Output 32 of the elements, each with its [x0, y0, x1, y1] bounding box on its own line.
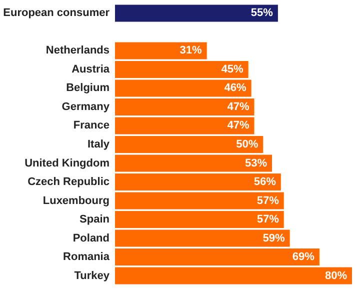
data-label: 59% [262, 232, 285, 244]
y-tick-label: European consumer [3, 7, 110, 20]
y-tick-label: Romania [63, 251, 110, 264]
data-label: 47% [227, 100, 250, 113]
data-label: 31% [180, 44, 202, 57]
y-tick-label: France [73, 120, 110, 132]
data-label: 80% [324, 270, 348, 282]
bar [115, 42, 207, 60]
y-tick-label: Poland [72, 232, 110, 244]
data-label: 45% [221, 63, 244, 76]
data-label: 50% [236, 138, 258, 150]
y-tick-label: Belgium [66, 82, 110, 94]
data-label: 55% [250, 7, 274, 20]
y-tick-label: Turkey [74, 270, 110, 282]
data-label: 53% [244, 157, 268, 170]
data-label: 56% [254, 176, 276, 188]
y-tick-label: United Kingdom [24, 157, 110, 170]
bar [115, 267, 352, 284]
data-label: 57% [256, 194, 280, 207]
y-tick-label: Germany [62, 100, 110, 113]
data-label: 47% [227, 120, 250, 132]
y-tick-label: Austria [72, 63, 110, 76]
y-tick-label: Luxembourg [42, 194, 110, 207]
bar [115, 4, 278, 22]
y-tick-label: Spain [80, 214, 110, 226]
y-tick-label: Italy [87, 138, 110, 150]
data-label: 46% [224, 82, 246, 94]
bar [115, 136, 264, 153]
data-label: 57% [256, 214, 280, 226]
y-tick-label: Netherlands [46, 44, 110, 57]
y-tick-label: Czech Republic [28, 176, 110, 188]
data-label: 69% [292, 251, 315, 264]
